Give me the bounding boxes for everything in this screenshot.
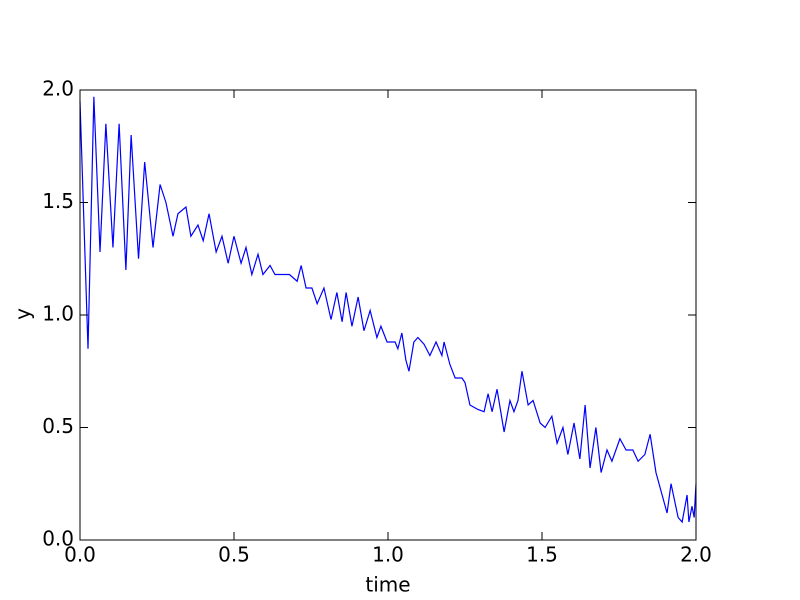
y-tick-label: 1.5 (42, 189, 74, 213)
x-tick-label: 1.5 (526, 543, 558, 567)
y-tick-label: 0.5 (42, 414, 74, 438)
y-axis-label: y (11, 308, 35, 320)
y-tick-label: 1.0 (42, 302, 74, 326)
y-tick-label: 2.0 (42, 77, 74, 101)
x-tick-label: 2.0 (680, 543, 712, 567)
y-tick-label: 0.0 (42, 527, 74, 551)
plot-frame (79, 89, 697, 541)
x-tick-label: 0.5 (218, 543, 250, 567)
x-axis-label: time (365, 573, 410, 597)
x-tick-label: 0.0 (64, 543, 96, 567)
x-tick-label: 1.0 (372, 543, 404, 567)
data-line (79, 96, 697, 524)
